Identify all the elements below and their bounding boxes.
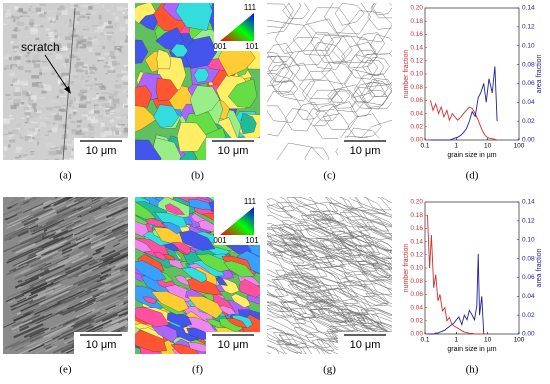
y-tick-label: 0.10 — [410, 265, 423, 272]
y2-tick-label: 0.12 — [522, 218, 535, 225]
x-tick-label: 0.1 — [420, 143, 429, 150]
y2-tick-label: 0.02 — [522, 118, 535, 125]
x-tick-label: 10 — [484, 337, 492, 344]
y-tick-label: 0.20 — [410, 199, 423, 206]
series-line — [430, 66, 498, 141]
y-tick-label: 0.00 — [410, 137, 423, 144]
x-tick-label: 10 — [484, 143, 492, 150]
ipf-label: 001 — [213, 236, 227, 245]
caption: (g) — [323, 364, 336, 376]
scale-bar-bg — [338, 332, 392, 354]
x-tick-label: 0.1 — [420, 337, 429, 344]
series-line — [427, 215, 484, 335]
y2-tick-label: 0.04 — [522, 293, 535, 300]
y-tick-label: 0.18 — [410, 18, 423, 25]
y2-tick-label: 0.10 — [522, 236, 535, 243]
y2-tick-label: 0.04 — [522, 99, 535, 106]
x-tick-label: 100 — [514, 337, 525, 344]
micrograph — [267, 3, 392, 160]
scale-bar-label: 10 μm — [218, 145, 249, 157]
y-tick-label: 0.16 — [410, 225, 423, 232]
y-tick-label: 0.16 — [410, 31, 423, 38]
scale-bar-label: 10 μm — [350, 339, 381, 351]
micrograph — [3, 197, 128, 354]
y-tick-label: 0.10 — [410, 71, 423, 78]
y-tick-label: 0.02 — [410, 318, 423, 325]
caption: (a) — [59, 170, 72, 182]
scale-bar-bg — [338, 138, 392, 160]
y-tick-label: 0.02 — [410, 124, 423, 131]
y2-tick-label: 0.14 — [522, 5, 535, 12]
ipf-label: 101 — [245, 42, 259, 51]
y-tick-label: 0.14 — [410, 238, 423, 245]
y2-tick-label: 0.00 — [522, 331, 535, 338]
scale-bar-bg — [74, 332, 128, 354]
x-axis-label: grain size in µm — [447, 152, 496, 159]
y-tick-label: 0.18 — [410, 212, 423, 219]
series-line — [430, 100, 498, 141]
y-tick-label: 0.20 — [410, 5, 423, 12]
y-tick-label: 0.04 — [410, 110, 423, 117]
scale-bar-label: 10 μm — [218, 339, 249, 351]
caption: (b) — [191, 170, 204, 182]
ipf-key — [220, 207, 254, 235]
caption: (h) — [466, 364, 479, 376]
y-tick-label: 0.14 — [410, 44, 423, 51]
micrograph — [3, 3, 128, 160]
ipf-key — [220, 13, 254, 41]
scale-bar-bg — [206, 138, 260, 160]
ipf-label: 111 — [244, 197, 257, 206]
y2-axis-label: area fraction — [536, 248, 543, 287]
y2-tick-label: 0.14 — [522, 199, 535, 206]
annotation: scratch — [21, 40, 60, 54]
annotation-arrow — [44, 54, 70, 92]
scale-bar-bg — [74, 138, 128, 160]
caption: (f) — [192, 364, 203, 376]
ipf-label: 001 — [213, 42, 227, 51]
scale-bar-label: 10 μm — [350, 145, 381, 157]
y-axis-label: number fraction — [403, 244, 410, 293]
scale-bar-bg — [206, 332, 260, 354]
y2-tick-label: 0.06 — [522, 80, 535, 87]
y-tick-label: 0.04 — [410, 304, 423, 311]
y-tick-label: 0.12 — [410, 252, 423, 259]
caption: (e) — [59, 364, 72, 376]
x-tick-label: 100 — [514, 143, 525, 150]
caption: (d) — [466, 170, 479, 182]
caption: (c) — [323, 170, 336, 182]
y-tick-label: 0.00 — [410, 331, 423, 338]
y-tick-label: 0.06 — [410, 97, 423, 104]
y-tick-label: 0.08 — [410, 278, 423, 285]
ipf-label: 101 — [245, 236, 259, 245]
y-tick-label: 0.12 — [410, 58, 423, 65]
y-axis-label: number fraction — [403, 50, 410, 99]
y2-tick-label: 0.02 — [522, 312, 535, 319]
plot-frame — [424, 7, 520, 141]
y2-tick-label: 0.12 — [522, 24, 535, 31]
y-tick-label: 0.08 — [410, 84, 423, 91]
micrograph — [267, 197, 392, 354]
y2-tick-label: 0.06 — [522, 274, 535, 281]
scale-bar-label: 10 μm — [86, 145, 117, 157]
ipf-label: 111 — [244, 3, 257, 12]
y2-tick-label: 0.10 — [522, 42, 535, 49]
scale-bar-label: 10 μm — [86, 339, 117, 351]
series-line — [427, 253, 485, 335]
y2-tick-label: 0.08 — [522, 255, 535, 262]
y2-axis-label: area fraction — [536, 54, 543, 93]
x-tick-label: 1 — [455, 143, 459, 150]
x-axis-label: grain size in µm — [447, 346, 496, 353]
y2-tick-label: 0.00 — [522, 137, 535, 144]
y-tick-label: 0.06 — [410, 291, 423, 298]
x-tick-label: 1 — [455, 337, 459, 344]
y2-tick-label: 0.08 — [522, 61, 535, 68]
